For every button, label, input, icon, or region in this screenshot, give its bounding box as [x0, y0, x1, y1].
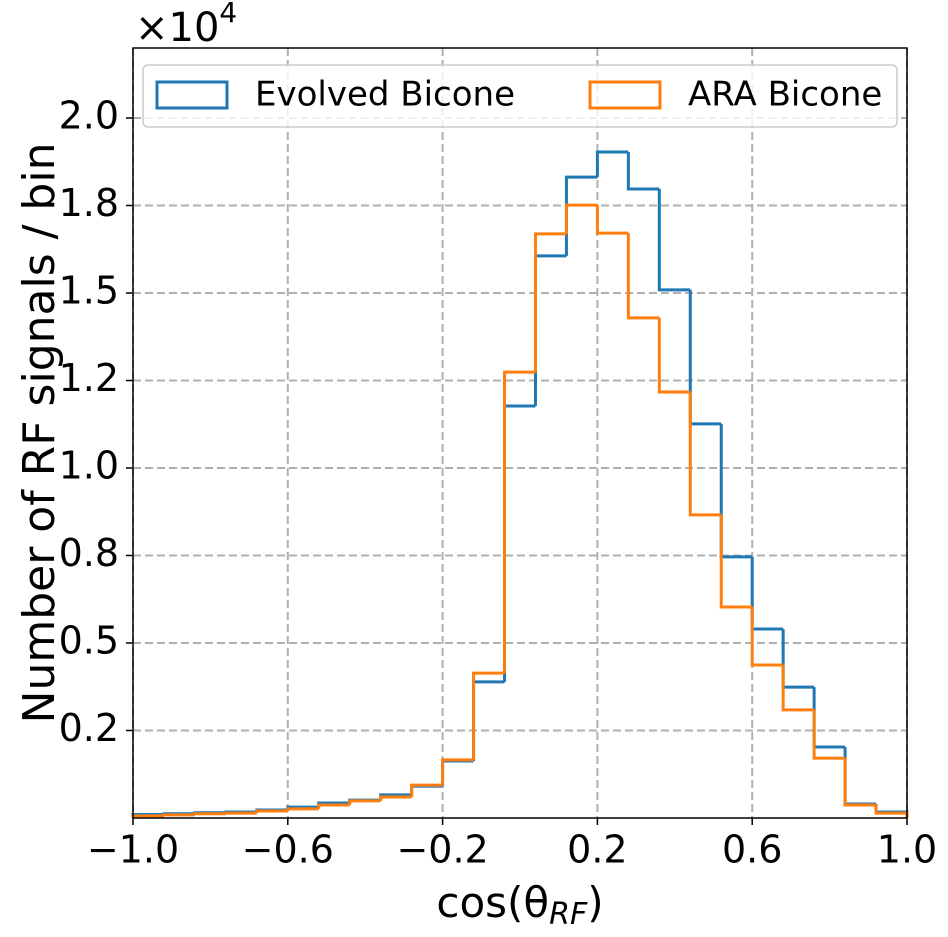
x-tick-label: −0.2 — [396, 828, 488, 872]
histogram-step — [657, 317, 691, 394]
histogram-step — [286, 807, 319, 811]
legend-swatch — [588, 80, 662, 110]
histogram-step — [472, 671, 505, 760]
y-tick-label: 1.0 — [59, 444, 119, 488]
histogram-step — [224, 811, 257, 815]
histogram-step — [874, 804, 909, 818]
histogram-step — [533, 232, 567, 373]
histogram-step — [410, 784, 443, 795]
y-tick-label: 1.2 — [59, 356, 119, 400]
histogram-step — [410, 783, 443, 797]
y-axis-label: Number of RF signals / bin — [14, 143, 65, 724]
histogram-step — [379, 795, 412, 801]
y-tick-label: 0.5 — [59, 619, 119, 663]
legend-swatch — [155, 80, 229, 110]
histogram-step — [750, 606, 784, 667]
y-tick-label: 0.2 — [59, 706, 119, 750]
histogram-step — [564, 175, 598, 256]
offset-text: ×104 — [135, 0, 237, 51]
x-label-subscript: RF — [549, 897, 588, 932]
histogram-step — [162, 813, 195, 817]
x-tick-label: 1.0 — [877, 828, 937, 872]
offset-exponent: 4 — [219, 0, 237, 29]
histogram-step — [843, 758, 877, 807]
histogram-step — [595, 205, 629, 235]
histogram-step — [781, 665, 815, 712]
x-label-main: cos(θ — [436, 878, 549, 927]
legend-label: Evolved Bicone — [255, 75, 515, 115]
histogram-step — [750, 556, 784, 631]
y-tick-label: 1.8 — [59, 181, 119, 225]
histogram-step — [626, 151, 660, 191]
y-tick-label: 1.5 — [59, 269, 119, 313]
histogram-step — [441, 759, 474, 787]
x-axis-label: cos(θRF) — [436, 878, 603, 932]
histogram-step — [533, 254, 567, 407]
histogram-step — [564, 203, 598, 234]
histogram-step — [503, 404, 536, 682]
histogram-step — [657, 189, 691, 292]
x-label-close: ) — [587, 878, 603, 927]
legend-frame — [142, 64, 898, 128]
y-tick-label: 2.0 — [59, 94, 119, 138]
y-tick-label: 0.8 — [59, 531, 119, 575]
histogram-step — [843, 746, 877, 806]
histogram-step — [688, 289, 722, 426]
histogram-step — [193, 812, 226, 816]
histogram-step — [719, 423, 753, 559]
x-tick-label: −1.0 — [87, 828, 179, 872]
legend: Evolved Bicone ARA Bicone — [142, 64, 898, 128]
histogram-step — [595, 150, 629, 178]
histogram-step — [348, 799, 381, 806]
histogram-step — [441, 758, 474, 786]
histogram-step — [812, 687, 846, 749]
histogram-step — [719, 514, 753, 609]
histogram-step — [812, 709, 846, 760]
histogram-step — [781, 629, 815, 689]
histogram-step — [503, 370, 536, 674]
histogram-step — [255, 809, 288, 814]
histogram-step — [688, 392, 722, 517]
x-tick-label: −0.6 — [242, 828, 334, 872]
offset-base: ×10 — [135, 5, 219, 51]
x-tick-label: 0.2 — [567, 828, 627, 872]
histogram-step — [626, 233, 660, 320]
histogram-step — [317, 803, 350, 809]
x-tick-label: 0.6 — [722, 828, 782, 872]
plot-frame — [132, 47, 908, 819]
legend-label: ARA Bicone — [688, 75, 882, 115]
histogram-step — [472, 680, 505, 761]
